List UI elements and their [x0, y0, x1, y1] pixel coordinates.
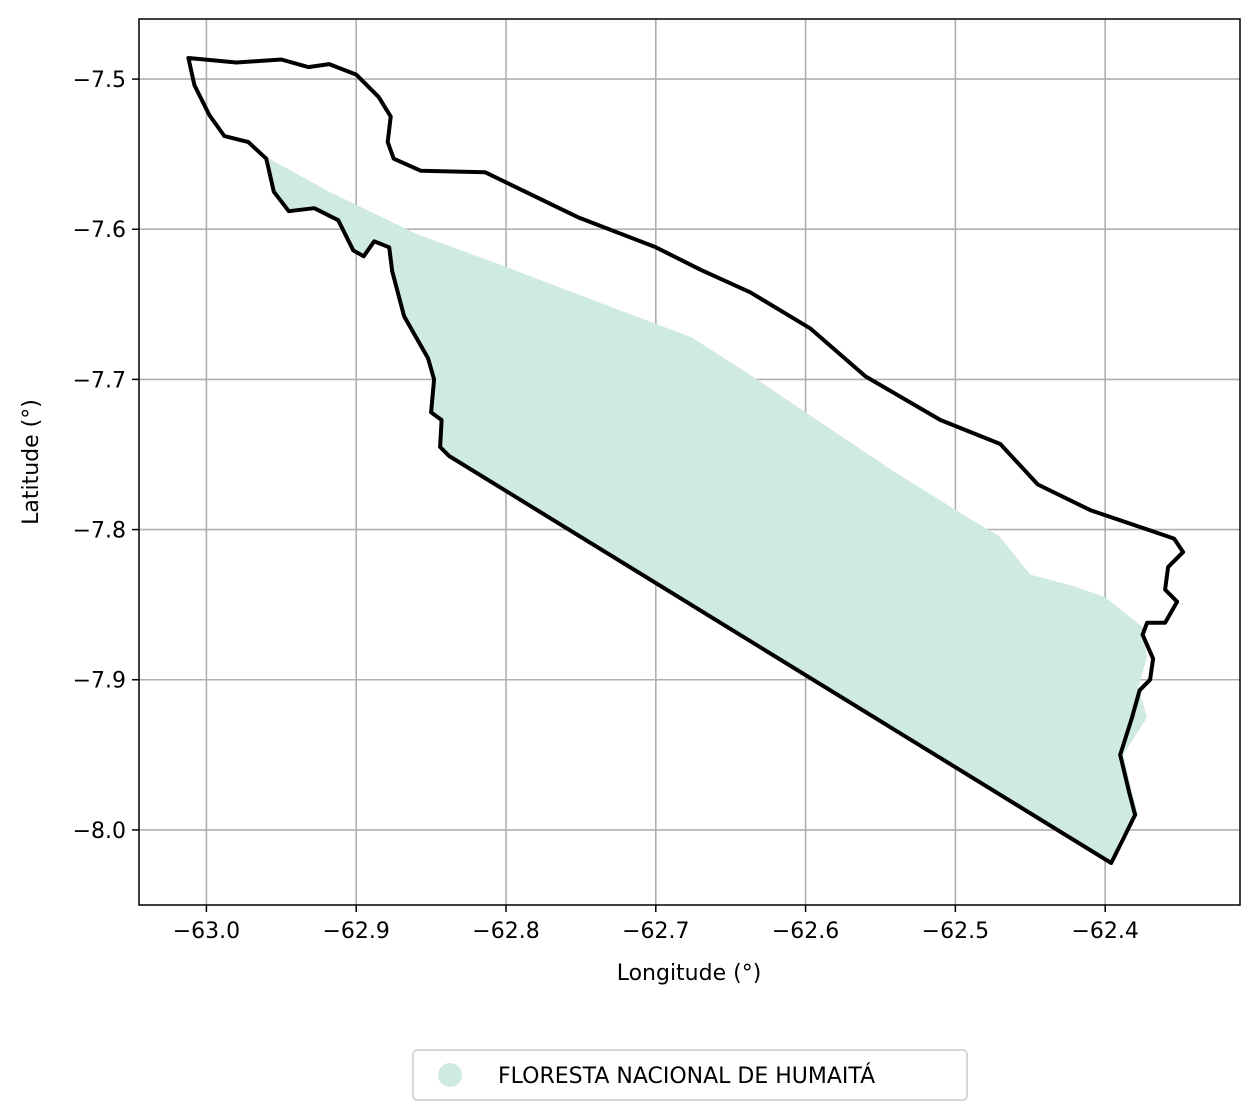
y-tick-label: −7.7 [73, 368, 126, 393]
legend: FLORESTA NACIONAL DE HUMAITÁ [412, 1049, 968, 1101]
x-axis-ticks: −63.0 −62.9 −62.8 −62.7 −62.6 −62.5 −62.4 [173, 905, 1139, 944]
floresta-boundary [186, 56, 1186, 865]
x-tick-label: −62.5 [922, 919, 989, 944]
y-axis-title: Latitude (°) [19, 399, 44, 525]
plot-frame [138, 18, 1241, 906]
floresta-area [269, 158, 1148, 863]
y-tick-label: −7.6 [73, 218, 126, 243]
legend-frame [412, 1049, 968, 1101]
y-axis-ticks: −7.5 −7.6 −7.7 −7.8 −7.9 −8.0 [73, 68, 139, 844]
y-tick-label: −7.5 [73, 68, 126, 93]
x-axis-title: Longitude (°) [617, 961, 762, 986]
x-tick-label: −62.8 [472, 919, 539, 944]
y-tick-label: −7.8 [73, 519, 126, 544]
x-tick-label: −62.7 [622, 919, 689, 944]
x-tick-label: −62.9 [322, 919, 389, 944]
x-tick-label: −63.0 [173, 919, 240, 944]
legend-label: FLORESTA NACIONAL DE HUMAITÁ [498, 1063, 875, 1089]
y-tick-label: −7.9 [73, 669, 126, 694]
y-tick-label: −8.0 [73, 819, 126, 844]
legend-marker [438, 1063, 462, 1087]
x-tick-label: −62.4 [1071, 919, 1138, 944]
x-tick-label: −62.6 [772, 919, 839, 944]
